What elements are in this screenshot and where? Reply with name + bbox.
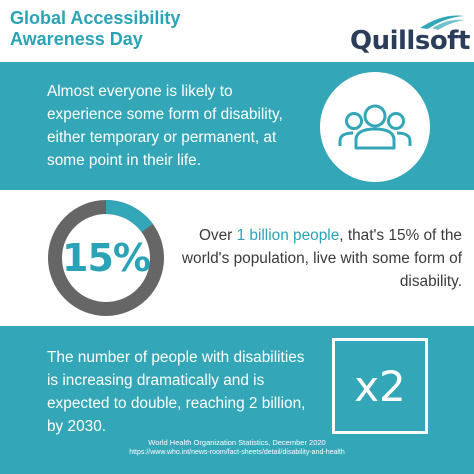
people-group-icon [338,104,412,150]
multiplier-box: x2 [332,338,428,434]
header: Global Accessibility Awareness Day Quill… [0,0,474,62]
section-disability-likelihood: Almost everyone is likely to experience … [0,62,474,190]
logo-text: Quillsoft [350,26,470,56]
people-circle [320,72,430,182]
billion-text: Over 1 billion people, that's 15% of the… [180,224,462,293]
source-citation: World Health Organization Statistics, De… [0,438,474,458]
billion-text-after: , that's 15% of the world's population, … [181,227,462,290]
source-title: World Health Organization Statistics, De… [148,438,326,447]
percent-label: 15% [62,236,151,280]
section-one-billion: 15% Over 1 billion people, that's 15% of… [0,190,474,326]
percent-donut: 15% [46,198,166,318]
billion-text-before: Over [198,227,237,244]
likelihood-text: Almost everyone is likely to experience … [47,83,283,169]
donut-fill [105,200,153,233]
quillsoft-logo: Quillsoft [350,14,470,56]
donut-chart [48,200,164,316]
source-url: https://www.who.int/news-room/fact-sheet… [129,449,345,456]
section-doubling: The number of people with disabilities i… [0,326,474,474]
doubling-text: The number of people with disabilities i… [47,349,306,435]
logo-swoosh-icon [420,15,464,30]
multiplier-label: x2 [354,361,406,411]
page-title: Global Accessibility Awareness Day [10,8,181,49]
billion-highlight: 1 billion people [236,227,340,244]
